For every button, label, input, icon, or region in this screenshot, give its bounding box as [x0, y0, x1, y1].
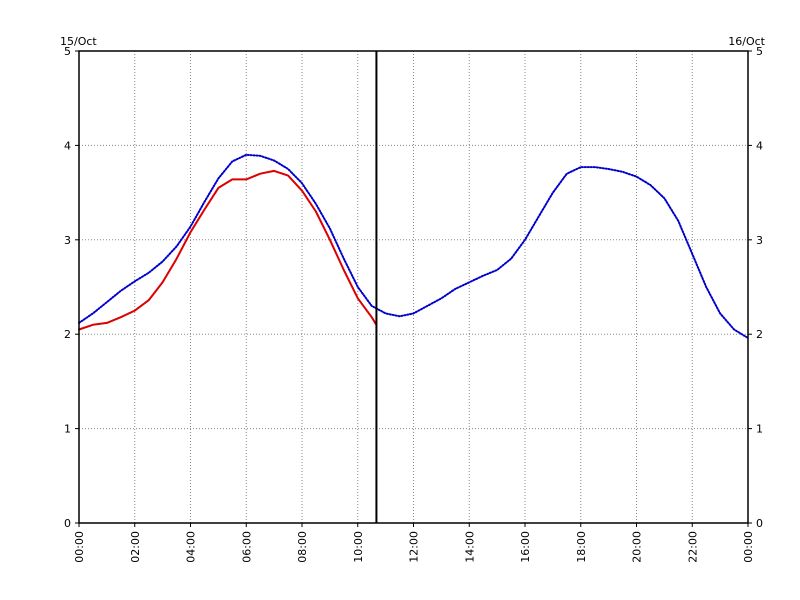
x-tick-label: 20:00 [631, 531, 644, 563]
y-tick-label-right: 4 [756, 139, 763, 152]
y-tick-label-left: 4 [64, 139, 71, 152]
x-tick-label: 00:00 [742, 531, 755, 563]
predicted-tide-line [78, 153, 749, 339]
y-tick-label-left: 3 [64, 234, 71, 247]
left-date-label: 15/Oct [60, 35, 97, 48]
axes: 0 0 1 1 2 2 3 3 4 4 5 5 00:00 02:00 04:00 06:00 08:00 10:… [64, 45, 763, 563]
y-tick-label-right: 3 [756, 234, 763, 247]
x-tick-label: 02:00 [129, 531, 142, 563]
y-tick-label-right: 2 [756, 328, 763, 341]
x-tick-label: 00:00 [73, 531, 86, 563]
x-tick-label: 14:00 [463, 531, 476, 563]
y-tick-label-left: 1 [64, 423, 71, 436]
right-date-label: 16/Oct [728, 35, 765, 48]
x-tick-label: 08:00 [296, 531, 309, 563]
x-tick-label: 16:00 [519, 531, 532, 563]
x-tick-label: 22:00 [686, 531, 699, 563]
y-tick-label-right: 0 [756, 517, 763, 530]
x-tick-label: 04:00 [185, 531, 198, 563]
y-tick-label-right: 1 [756, 423, 763, 436]
y-tick-label-left: 0 [64, 517, 71, 530]
x-tick-label: 06:00 [240, 531, 253, 563]
grid [79, 51, 748, 523]
y-tick-label-right: 5 [756, 45, 763, 58]
x-tick-label: 18:00 [575, 531, 588, 563]
series-layer [78, 51, 749, 523]
x-tick-label: 12:00 [408, 531, 421, 563]
y-tick-label-left: 2 [64, 328, 71, 341]
x-tick-label: 10:00 [352, 531, 365, 563]
y-tick-label-left: 5 [64, 45, 71, 58]
observed-tide-line [78, 169, 378, 331]
